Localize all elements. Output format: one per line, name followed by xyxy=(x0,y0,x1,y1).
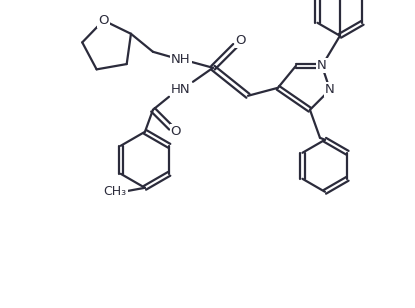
Text: CH₃: CH₃ xyxy=(103,185,127,198)
Text: HN: HN xyxy=(171,83,191,96)
Text: N: N xyxy=(325,83,335,96)
Text: O: O xyxy=(98,14,109,27)
Text: N: N xyxy=(317,59,327,72)
Text: O: O xyxy=(171,125,181,138)
Text: NH: NH xyxy=(171,53,191,66)
Text: O: O xyxy=(236,34,246,47)
